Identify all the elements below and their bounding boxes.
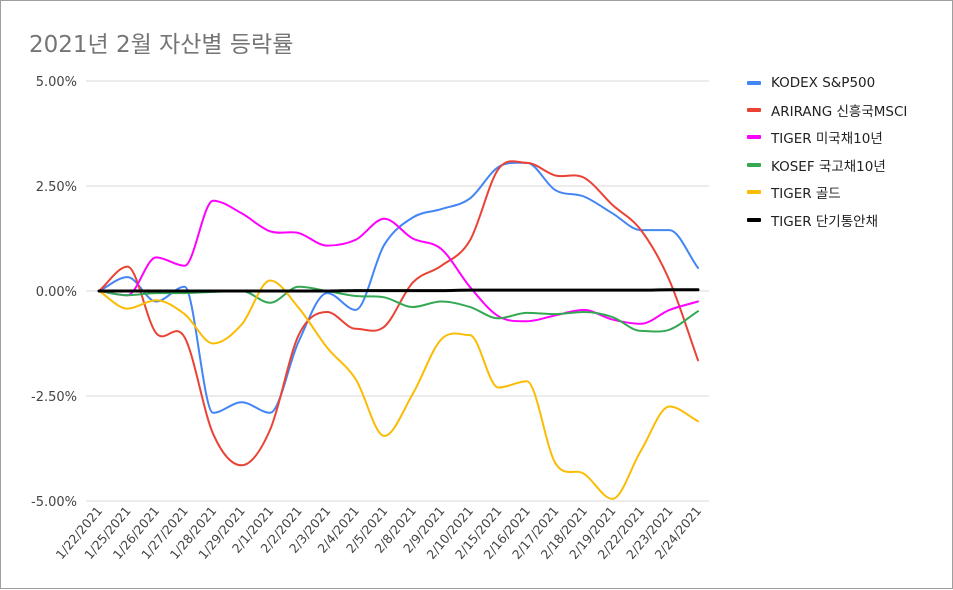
y-tick-label: -5.00% (31, 495, 77, 510)
legend-item: KODEX S&P500 (747, 69, 907, 96)
legend-item: TIGER 단기통안채 (747, 206, 907, 233)
legend-label: TIGER 골드 (771, 186, 841, 203)
legend-item: TIGER 미국채10년 (747, 124, 907, 151)
legend-label: TIGER 미국채10년 (771, 131, 883, 148)
y-tick-label: 5.00% (36, 75, 77, 90)
legend-item: ARIRANG 신흥국MSCI (747, 96, 907, 123)
legend-swatch (747, 80, 761, 85)
series-lines (97, 160, 700, 500)
legend: KODEX S&P500 ARIRANG 신흥국MSCI TIGER 미국채10년 K… (747, 69, 907, 233)
y-axis-tick-labels: 5.00% 2.50% 0.00% -2.50% -5.00% (31, 75, 77, 510)
legend-swatch (747, 135, 761, 140)
legend-label: KOSEF 국고채10년 (771, 158, 886, 175)
series-line-4 (98, 285, 699, 333)
y-tick-label: 2.50% (36, 180, 77, 195)
legend-swatch (747, 108, 761, 113)
legend-swatch (747, 162, 761, 167)
legend-swatch (747, 217, 761, 222)
y-tick-label: 0.00% (36, 285, 77, 300)
legend-swatch (747, 190, 761, 195)
series-line-1 (98, 161, 699, 414)
y-tick-label: -2.50% (31, 390, 77, 405)
chart-title: 2021년 2월 자산별 등락률 (29, 32, 294, 58)
series-line-6 (97, 288, 700, 293)
series-line-2 (98, 160, 699, 467)
legend-item: KOSEF 국고채10년 (747, 151, 907, 178)
legend-item: TIGER 골드 (747, 179, 907, 206)
legend-label: KODEX S&P500 (771, 74, 876, 91)
x-axis-tick-labels: 1/22/20211/25/20211/26/20211/27/20211/28… (53, 503, 705, 562)
legend-label: ARIRANG 신흥국MSCI (771, 104, 908, 121)
series-line-5 (98, 279, 699, 500)
legend-label: TIGER 단기통안채 (771, 213, 878, 230)
